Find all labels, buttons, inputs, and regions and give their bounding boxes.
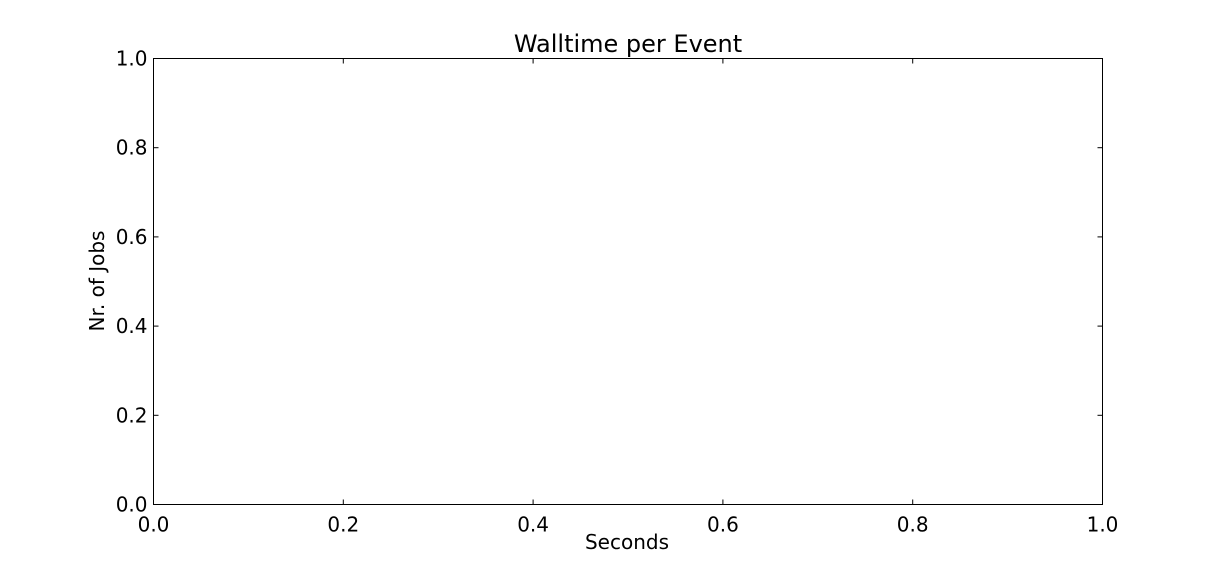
x-tick-label: 0.0 <box>138 513 170 537</box>
y-tick-label: 0.2 <box>116 403 148 427</box>
x-tick-label: 0.6 <box>707 513 739 537</box>
y-tick-label: 0.8 <box>116 136 148 160</box>
x-axis-ticks: 0.0 0.2 0.4 0.6 0.8 1.0 <box>138 58 1119 537</box>
y-tick-label: 1.0 <box>116 47 148 71</box>
x-axis-label: Seconds <box>585 530 669 554</box>
y-axis-label: Nr. of Jobs <box>85 231 109 332</box>
x-tick-label: 0.8 <box>897 513 929 537</box>
x-tick-label: 1.0 <box>1087 513 1119 537</box>
x-tick-label: 0.4 <box>517 513 549 537</box>
plot-area <box>153 58 1103 505</box>
chart-title: Walltime per Event <box>514 30 742 58</box>
y-tick-label: 0.6 <box>116 225 148 249</box>
x-tick-label: 0.2 <box>327 513 359 537</box>
y-tick-label: 0.4 <box>116 314 148 338</box>
y-axis-ticks: 0.0 0.2 0.4 0.6 0.8 1.0 <box>116 47 1103 517</box>
y-tick-label: 0.0 <box>116 493 148 517</box>
